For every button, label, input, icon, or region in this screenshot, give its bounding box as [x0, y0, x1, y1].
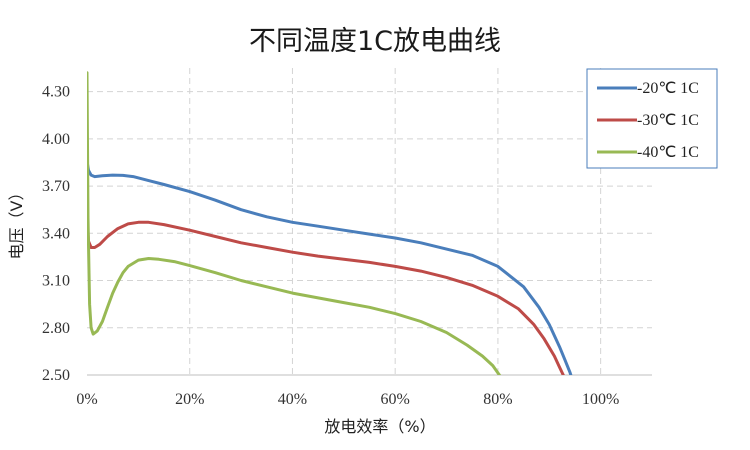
legend-label: -20℃ 1C: [637, 80, 699, 97]
y-axis-label: 电压（V）: [7, 185, 26, 260]
x-tick-label: 80%: [483, 391, 512, 408]
chart-title: 不同温度1C放电曲线: [249, 26, 501, 57]
y-tick-label: 2.80: [42, 320, 70, 337]
y-tick-label: 2.50: [42, 367, 70, 384]
series-line-2: [87, 216, 565, 375]
x-axis-label: 放电效率（%）: [324, 417, 435, 436]
legend: -20℃ 1C -30℃ 1C -40℃ 1C: [586, 68, 718, 169]
x-tick-label: 0%: [76, 391, 97, 408]
x-tick-label: 40%: [278, 391, 307, 408]
y-tick-label: 3.70: [42, 178, 70, 195]
x-tick-label: 60%: [381, 391, 410, 408]
x-tick-label: 100%: [582, 391, 619, 408]
series-lines: [87, 71, 573, 375]
y-axis-ticks: 2.50 2.80 3.10 3.40 3.70 4.00 4.30: [42, 84, 70, 384]
x-axis-ticks: 0% 20% 40% 60% 80% 100%: [76, 391, 619, 408]
y-tick-label: 3.10: [42, 273, 70, 290]
gridlines: [87, 68, 652, 375]
y-tick-label: 4.30: [42, 84, 70, 101]
x-tick-label: 20%: [175, 391, 204, 408]
series-line-3: [87, 71, 502, 375]
y-tick-label: 3.40: [42, 225, 70, 242]
legend-label: -30℃ 1C: [637, 112, 699, 129]
series-line-1: [87, 159, 573, 375]
y-tick-label: 4.00: [42, 131, 70, 148]
legend-label: -40℃ 1C: [637, 144, 699, 161]
